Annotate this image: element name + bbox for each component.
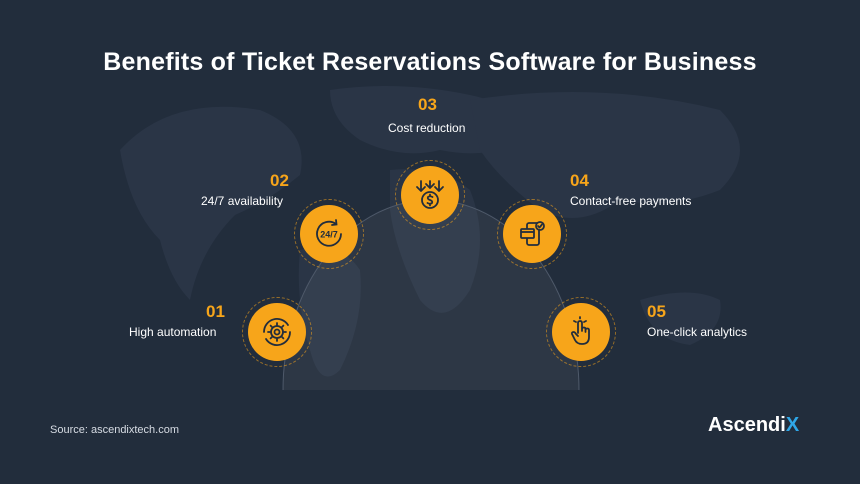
cost-down-icon bbox=[416, 180, 444, 209]
phone-card-payment-icon bbox=[520, 221, 545, 246]
benefit-02-number: 02 bbox=[270, 171, 289, 190]
logo-accent-text: X bbox=[785, 414, 800, 436]
clock-24-7-text: 24/7 bbox=[320, 230, 338, 240]
benefit-02-label: 24/7 availability bbox=[201, 194, 284, 208]
gear-automation-icon bbox=[263, 318, 291, 346]
benefit-05-ring bbox=[546, 297, 616, 367]
clock-24-7-icon: 24/7 bbox=[316, 219, 342, 247]
page-title: Benefits of Ticket Reservations Software… bbox=[103, 48, 757, 76]
benefit-04-label: Contact-free payments bbox=[570, 194, 692, 208]
benefit-05-label: One-click analytics bbox=[647, 325, 748, 339]
benefit-05-number: 05 bbox=[647, 302, 666, 321]
benefit-03-label: Cost reduction bbox=[388, 121, 466, 135]
benefit-03-ring bbox=[395, 160, 465, 230]
benefit-03-button[interactable] bbox=[401, 166, 459, 224]
benefit-05-button[interactable] bbox=[552, 303, 610, 361]
benefit-04-button[interactable] bbox=[503, 205, 561, 263]
tap-hand-icon bbox=[571, 316, 590, 345]
benefit-02-ring bbox=[294, 199, 364, 269]
logo-main-text: Ascendi bbox=[708, 414, 786, 436]
benefit-04-ring bbox=[497, 199, 567, 269]
benefit-02-button[interactable]: 24/7 bbox=[300, 205, 358, 263]
benefit-01-button[interactable] bbox=[248, 303, 306, 361]
ascendix-logo: AscendiX bbox=[708, 414, 799, 437]
benefit-04-number: 04 bbox=[570, 171, 589, 190]
source-note: Source: ascendixtech.com bbox=[50, 424, 180, 436]
benefit-01-label: High automation bbox=[129, 325, 217, 339]
benefit-01-number: 01 bbox=[206, 302, 225, 321]
benefit-03-number: 03 bbox=[418, 95, 437, 114]
benefit-01-ring bbox=[242, 297, 312, 367]
